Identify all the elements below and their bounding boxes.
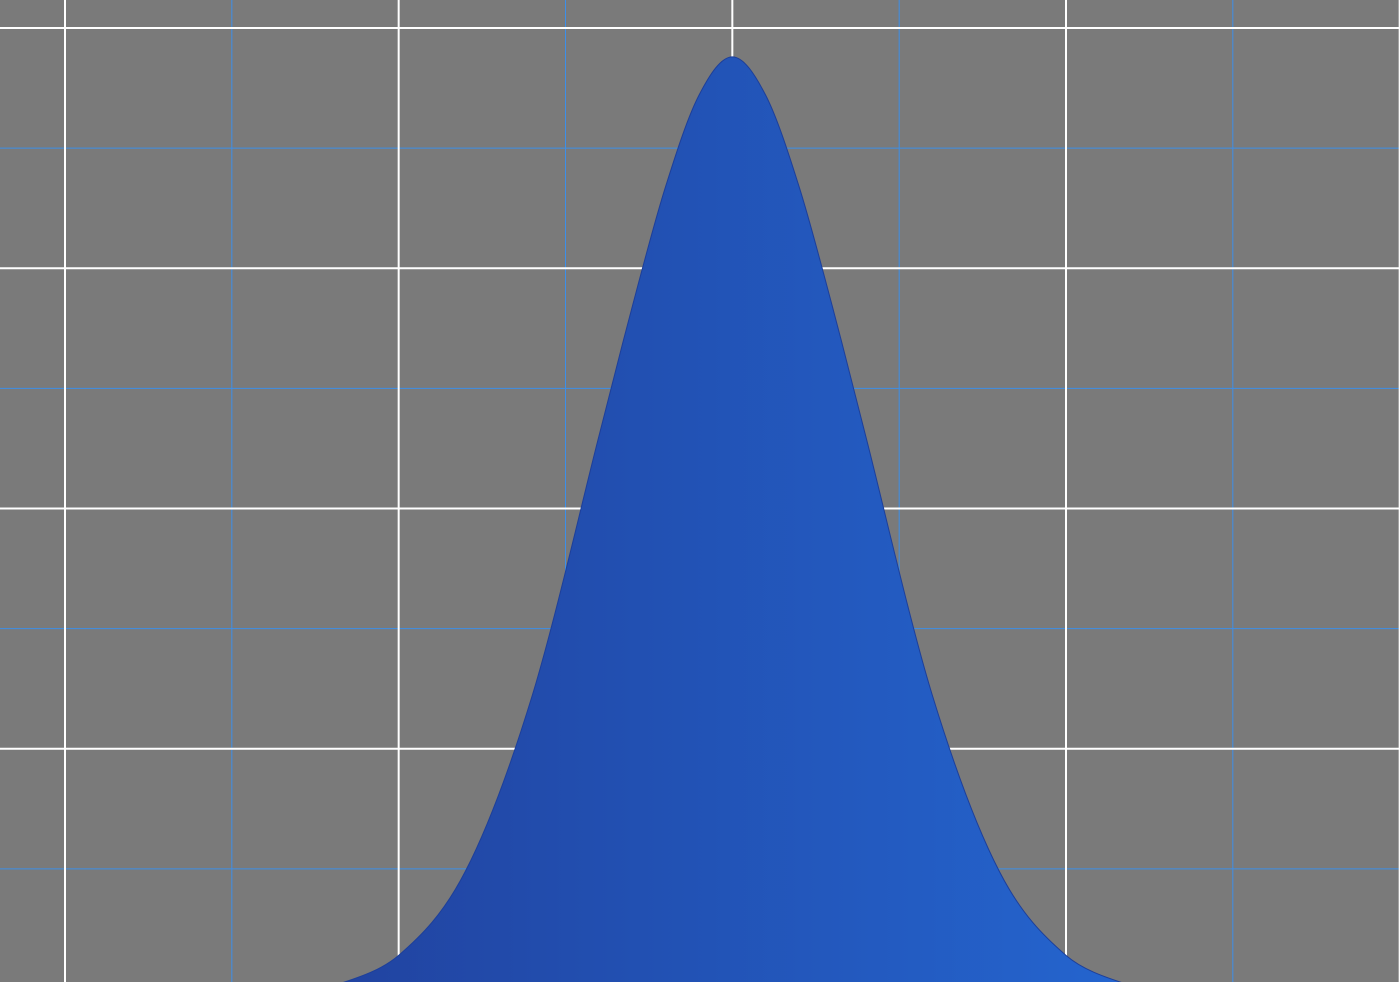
series-area-0 (343, 56, 1122, 982)
series-layer (343, 56, 1122, 982)
